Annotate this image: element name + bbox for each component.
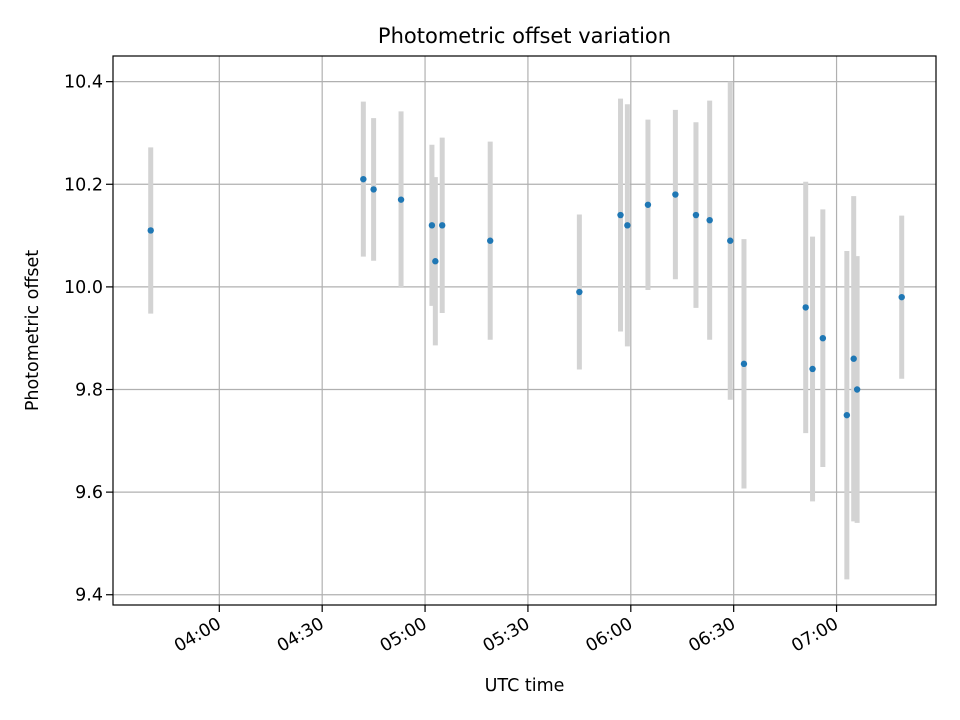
data-point	[850, 355, 857, 362]
x-tick-label: 06:00	[583, 614, 637, 657]
data-point	[439, 222, 446, 229]
data-point	[644, 201, 652, 208]
y-tick-label: 10.0	[64, 278, 103, 298]
y-tick-label: 9.8	[75, 381, 103, 401]
y-tick-label: 10.2	[64, 175, 103, 195]
data-point	[819, 334, 827, 342]
data-point	[809, 365, 816, 373]
data-point	[802, 304, 809, 311]
x-tick-label: 05:30	[480, 614, 534, 657]
data-point	[672, 191, 679, 198]
chart-title: Photometric offset variation	[378, 24, 671, 48]
data-point	[432, 258, 439, 265]
plot-frame	[112, 55, 937, 606]
y-tick-label: 10.4	[64, 73, 103, 93]
data-point	[898, 293, 905, 301]
data-point	[576, 288, 583, 296]
grid	[113, 56, 936, 605]
x-tick-label: 06:30	[685, 614, 739, 657]
y-tick-label: 9.6	[75, 483, 103, 503]
data-point	[487, 237, 494, 244]
error-bars	[148, 81, 905, 580]
data-point	[397, 196, 405, 203]
x-tick-label: 04:00	[171, 614, 225, 657]
y-axis-label: Photometric offset	[23, 250, 43, 411]
x-tick-label: 07:00	[788, 614, 842, 657]
data-points	[147, 175, 905, 419]
x-tick-label: 05:00	[377, 614, 431, 657]
data-point	[617, 211, 624, 219]
y-tick-label: 9.4	[75, 586, 103, 606]
data-point	[624, 222, 631, 229]
data-point	[727, 237, 734, 244]
data-point	[370, 186, 377, 193]
data-point	[853, 386, 861, 393]
data-point	[740, 360, 748, 368]
data-point	[843, 411, 851, 419]
data-point	[428, 222, 436, 229]
data-point	[706, 216, 713, 224]
axis-ticks: 04:00 04:30 05:00 05:30 06:00 06:30 07:00 9.4 9.…	[64, 73, 842, 657]
data-point	[692, 211, 700, 219]
data-point	[147, 227, 154, 234]
data-point	[360, 175, 367, 183]
x-axis-label: UTC time	[485, 676, 565, 696]
x-tick-label: 04:30	[274, 614, 328, 657]
